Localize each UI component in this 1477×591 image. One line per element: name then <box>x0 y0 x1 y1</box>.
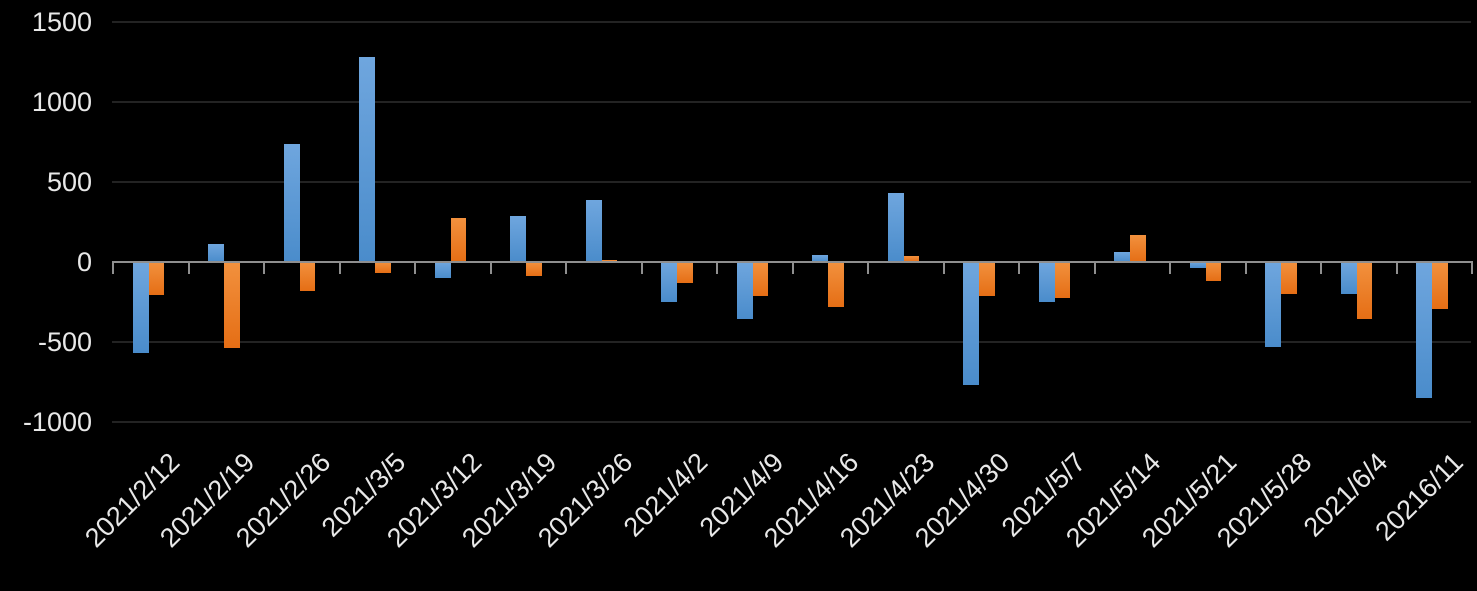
bar-orange-series-2021/4/2 <box>677 262 693 283</box>
x-axis-tick <box>867 262 869 274</box>
x-axis-tick <box>1244 262 1247 274</box>
x-axis-tick <box>338 262 341 274</box>
bar-orange-series-2021/3/19 <box>526 262 542 277</box>
gridline-1500 <box>112 21 1471 23</box>
gridline--500 <box>112 341 1471 343</box>
x-axis-tick <box>1471 262 1473 274</box>
y-axis-label: 0 <box>76 247 92 277</box>
y-axis-label: 1000 <box>31 87 92 117</box>
bar-blue-series-2021/4/2 <box>661 262 678 302</box>
bar-blue-series-2021/2/19 <box>208 244 225 262</box>
bar-orange-series-2021/4/23 <box>903 255 920 262</box>
gridline-500 <box>112 181 1471 183</box>
x-axis-tick <box>489 262 492 274</box>
bar-orange-series-2021/2/26 <box>299 262 316 291</box>
bar-orange-series-2021/2/12 <box>148 262 165 295</box>
bar-orange-series-2021/5/7 <box>1054 262 1071 298</box>
x-axis-tick <box>565 262 567 274</box>
bar-orange-series-2021/5/14 <box>1130 234 1146 262</box>
bar-orange-series-2021/3/12 <box>450 218 467 262</box>
x-axis-tick <box>640 262 643 274</box>
bar-blue-series-2021/5/28 <box>1265 262 1282 347</box>
bar-blue-series-2021/4/23 <box>887 193 904 262</box>
bar-blue-series-2021/3/19 <box>510 215 527 262</box>
bar-orange-series-2021/5/21 <box>1205 262 1222 282</box>
bar-blue-series-2021/2/12 <box>132 262 149 354</box>
y-axis-label: -1000 <box>22 407 92 437</box>
bar-blue-series-2021/4/16 <box>812 254 829 262</box>
x-axis-tick <box>942 262 945 274</box>
x-axis-tick <box>1018 262 1020 274</box>
x-axis-tick <box>1169 262 1171 274</box>
bar-orange-series-20216/11 <box>1432 262 1448 310</box>
bar-blue-series-20216/11 <box>1416 262 1433 398</box>
x-axis-tick <box>1093 262 1096 274</box>
y-axis-label: 1500 <box>31 7 92 37</box>
bar-orange-series-2021/2/19 <box>224 262 240 348</box>
bar-orange-series-2021/4/30 <box>979 262 995 297</box>
x-axis-tick <box>263 262 265 274</box>
x-axis-tick <box>1320 262 1322 274</box>
x-axis-tick <box>187 262 190 274</box>
bar-blue-series-2021/3/12 <box>434 262 451 278</box>
x-axis-tick <box>791 262 794 274</box>
x-axis-tick <box>112 262 114 274</box>
x-axis-tick <box>1395 262 1398 274</box>
y-axis-label: -500 <box>37 327 92 357</box>
gridline--1000 <box>112 421 1471 423</box>
bar-orange-series-2021/3/26 <box>601 259 618 262</box>
bar-blue-series-2021/5/7 <box>1038 262 1055 302</box>
bar-orange-series-2021/4/16 <box>828 262 844 307</box>
bar-blue-series-2021/5/14 <box>1114 252 1131 262</box>
bar-blue-series-2021/6/4 <box>1340 262 1357 294</box>
gridline-1000 <box>112 101 1471 103</box>
bar-blue-series-2021/3/5 <box>359 57 376 262</box>
bar-orange-series-2021/4/9 <box>752 262 769 296</box>
bar-blue-series-2021/4/9 <box>736 262 753 319</box>
bar-blue-series-2021/4/30 <box>963 262 980 386</box>
x-axis-tick <box>716 262 718 274</box>
bar-orange-series-2021/6/4 <box>1356 262 1373 319</box>
bar-orange-series-2021/3/5 <box>375 262 391 274</box>
bar-orange-series-2021/5/28 <box>1281 262 1297 294</box>
bar-blue-series-2021/3/26 <box>585 199 602 262</box>
bar-blue-series-2021/5/21 <box>1189 262 1206 268</box>
bar-blue-series-2021/2/26 <box>283 143 300 262</box>
x-axis-tick <box>414 262 416 274</box>
y-axis-label: 500 <box>46 167 92 197</box>
